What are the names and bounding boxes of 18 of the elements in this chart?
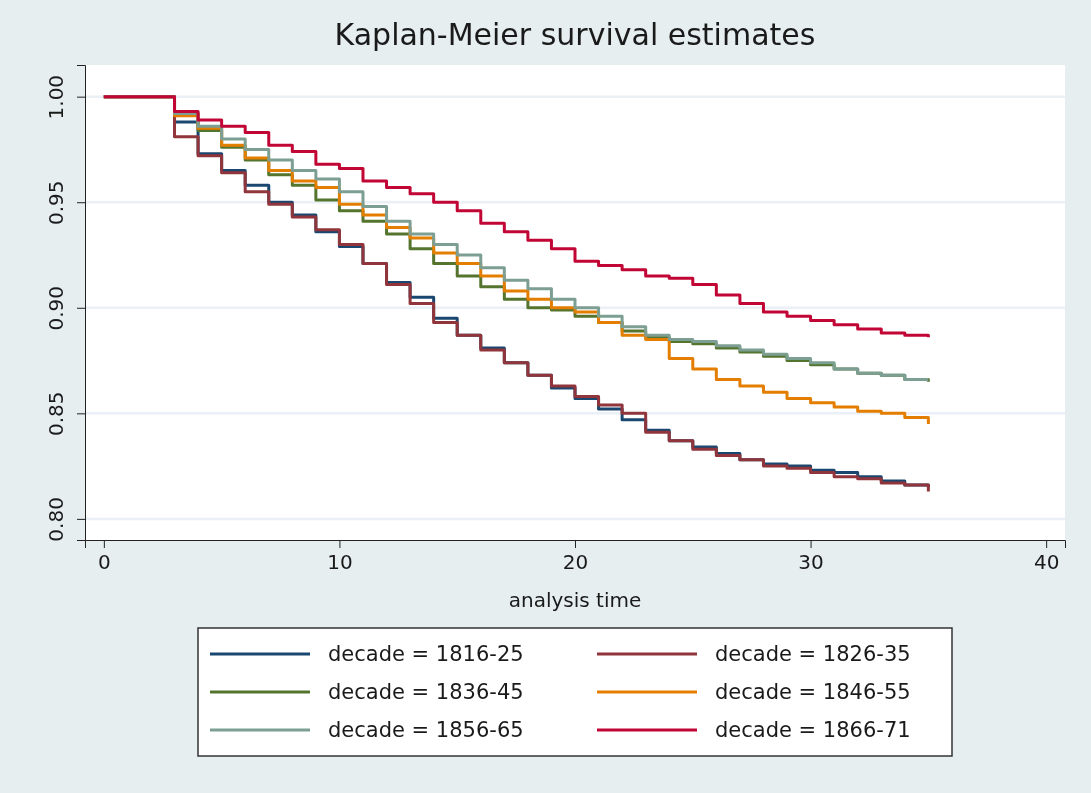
- y-tick-label: 1.00: [44, 74, 68, 120]
- legend-label: decade = 1816-25: [328, 642, 524, 666]
- legend-label: decade = 1836-45: [328, 680, 524, 704]
- y-tick-label: 0.80: [44, 497, 68, 542]
- x-tick-label: 10: [327, 550, 353, 574]
- legend-label: decade = 1856-65: [328, 718, 524, 742]
- y-tick-label: 0.90: [44, 286, 68, 331]
- chart-title: Kaplan-Meier survival estimates: [334, 17, 816, 52]
- legend-label: decade = 1846-55: [715, 680, 911, 704]
- x-tick-label: 40: [1033, 550, 1060, 574]
- legend-label: decade = 1826-35: [715, 642, 911, 666]
- y-tick-label: 0.95: [44, 180, 68, 225]
- x-tick-label: 20: [562, 550, 589, 574]
- legend-label: decade = 1866-71: [715, 718, 911, 742]
- y-tick-label: 0.85: [44, 391, 68, 437]
- x-tick-label: 30: [798, 550, 824, 574]
- x-tick-label: 0: [97, 550, 111, 574]
- x-axis-title: analysis time: [508, 588, 642, 612]
